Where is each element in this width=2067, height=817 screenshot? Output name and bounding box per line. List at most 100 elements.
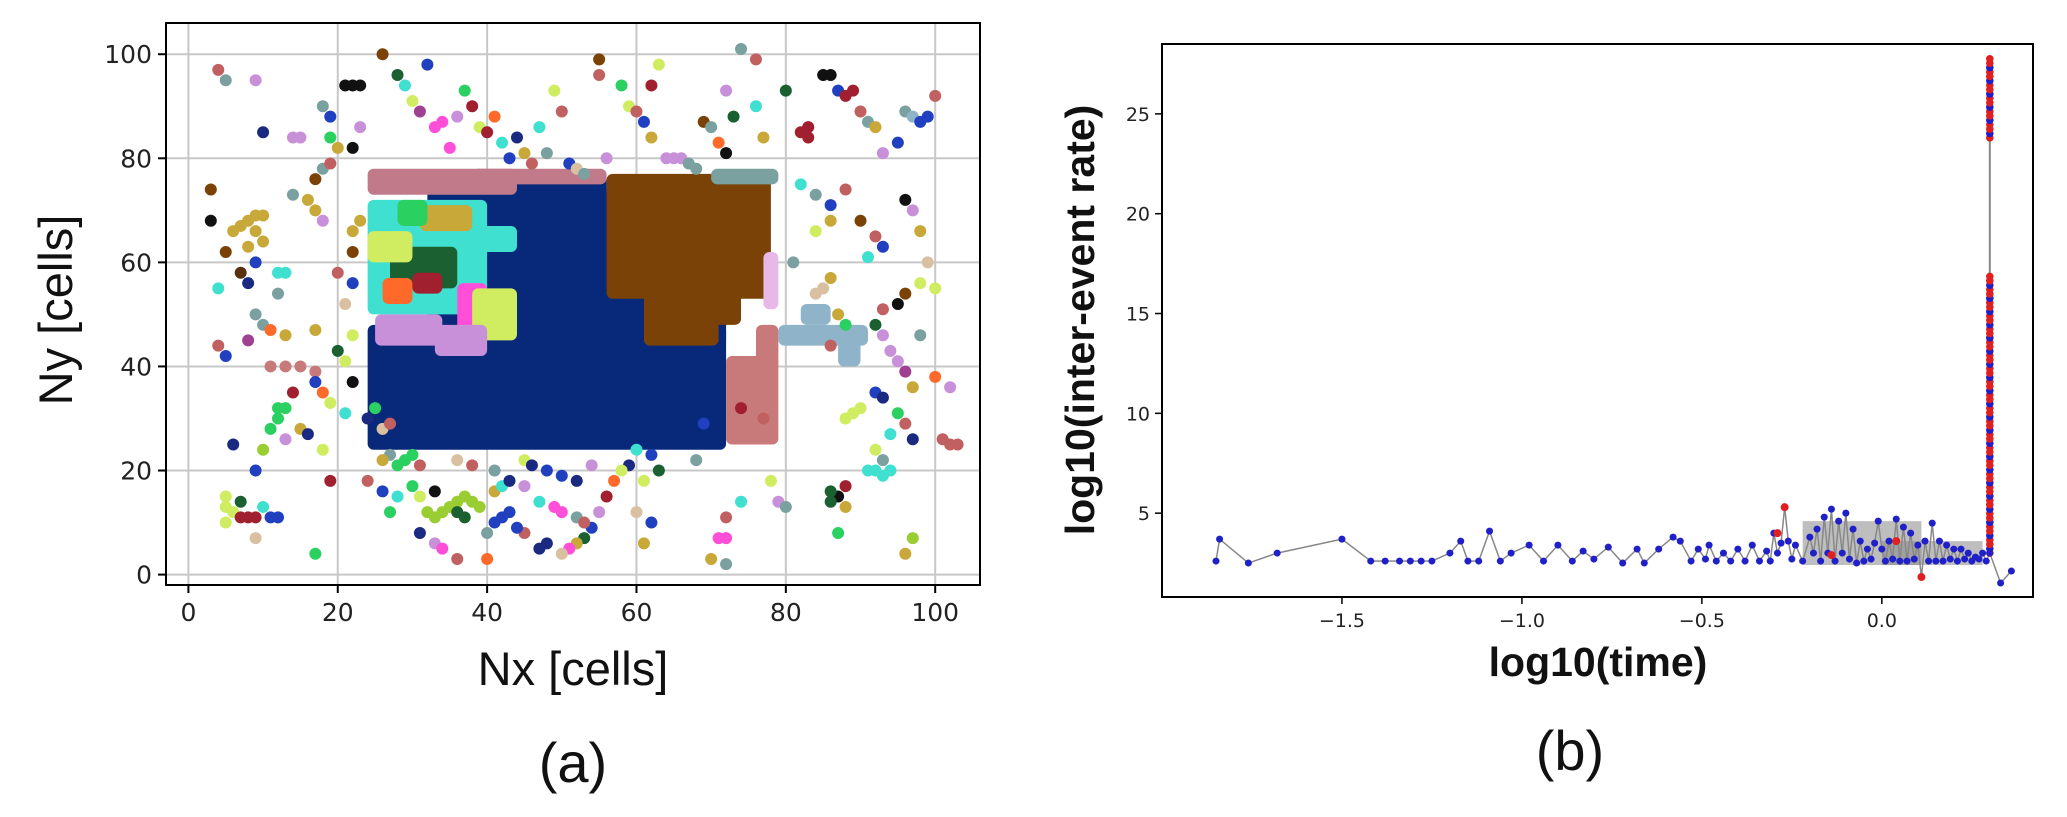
plot-frame-b (1161, 43, 2034, 598)
scatter-point (301, 193, 314, 206)
scatter-point (309, 365, 322, 378)
scatter-point (876, 391, 889, 404)
scatter-point (242, 277, 255, 290)
scatter-point (316, 100, 329, 113)
scatter-point (555, 469, 568, 482)
scatter-point (839, 480, 852, 493)
scatter-point (764, 474, 777, 487)
scatter-point (219, 490, 232, 503)
scatter-point (615, 79, 628, 92)
series-segment (1989, 552, 2002, 584)
scatter-point (824, 495, 837, 508)
plot-frame-a (165, 22, 981, 586)
series-point (1244, 559, 1252, 567)
scatter-point (264, 360, 277, 373)
scatter-point (832, 526, 845, 539)
scatter-point (630, 443, 643, 456)
scatter-point (510, 131, 523, 144)
series-segment (1219, 538, 1249, 564)
scatter-point (234, 495, 247, 508)
scatter-point (204, 183, 217, 196)
series-point (1212, 557, 1220, 565)
series-point (1507, 549, 1515, 557)
scatter-point (914, 277, 927, 290)
series-point (1939, 557, 1947, 565)
scatter-point (242, 240, 255, 253)
x-tick-label: −1.0 (1499, 610, 1545, 632)
x-tick-label: 60 (621, 598, 653, 627)
scatter-point (436, 542, 449, 555)
series-point (1712, 557, 1720, 565)
series-point (1997, 579, 2005, 587)
y-tick-label: 80 (120, 144, 152, 173)
scatter-point (309, 376, 322, 389)
scatter-point (421, 506, 434, 519)
scatter-point (720, 558, 733, 571)
scatter-point (249, 225, 262, 238)
series-segment (1769, 533, 1775, 562)
scatter-point (324, 110, 337, 123)
series-point (1428, 557, 1436, 565)
scatter-point (339, 355, 352, 368)
series-point (1957, 545, 1965, 553)
series-segment (1341, 538, 1372, 562)
cluster-region (397, 199, 428, 226)
scatter-point (249, 74, 262, 87)
series-point (1903, 557, 1911, 565)
scatter-point (735, 402, 748, 415)
scatter-point (555, 506, 568, 519)
scatter-point (593, 53, 606, 66)
series-point (1979, 549, 1987, 557)
scatter-point (488, 516, 501, 529)
scatter-point (279, 266, 292, 279)
series-point (1676, 537, 1684, 545)
scatter-point (645, 131, 658, 144)
scatter-point (757, 412, 770, 425)
series-point (1885, 537, 1893, 545)
scatter-point (824, 339, 837, 352)
scatter-points-a (204, 43, 964, 571)
scatter-point (824, 485, 837, 498)
series-point (1932, 557, 1940, 565)
scatter-point (929, 89, 942, 102)
x-ticks-a: 0 20 40 60 80 100 (180, 585, 959, 627)
series-point (1273, 549, 1281, 557)
scatter-point (249, 464, 262, 477)
scatter-point (406, 95, 419, 108)
scatter-point (458, 511, 471, 524)
scatter-point (384, 417, 397, 430)
scatter-point (720, 147, 733, 160)
scatter-point (249, 511, 262, 524)
highlight-point (1917, 573, 1926, 582)
series-point (1687, 557, 1695, 565)
scatter-point (906, 532, 919, 545)
scatter-point (316, 214, 329, 227)
scatter-point (354, 214, 367, 227)
scatter-point (481, 526, 494, 539)
x-tick-label: 0 (180, 598, 196, 627)
scatter-point (869, 443, 882, 456)
panel-label-b: (b) (1536, 719, 1604, 782)
scatter-point (600, 490, 613, 503)
scatter-point (615, 464, 628, 477)
cluster-region (382, 277, 413, 304)
y-tick-label: 20 (1126, 204, 1150, 226)
scatter-point (578, 516, 591, 529)
series-point (1496, 557, 1504, 565)
series-point (1867, 555, 1875, 563)
scatter-point (525, 157, 538, 170)
scatter-point (787, 256, 800, 269)
scatter-point (518, 480, 531, 493)
scatter-point (906, 381, 919, 394)
series-point (1701, 555, 1709, 563)
cluster-region (711, 251, 742, 325)
scatter-point (525, 459, 538, 472)
scatter-point (376, 48, 389, 61)
scatter-point (645, 448, 658, 461)
series-point (1475, 557, 1483, 565)
scatter-point (391, 490, 404, 503)
scatter-point (279, 402, 292, 415)
scatter-point (899, 287, 912, 300)
scatter-point (600, 152, 613, 165)
scatter-point (824, 199, 837, 212)
